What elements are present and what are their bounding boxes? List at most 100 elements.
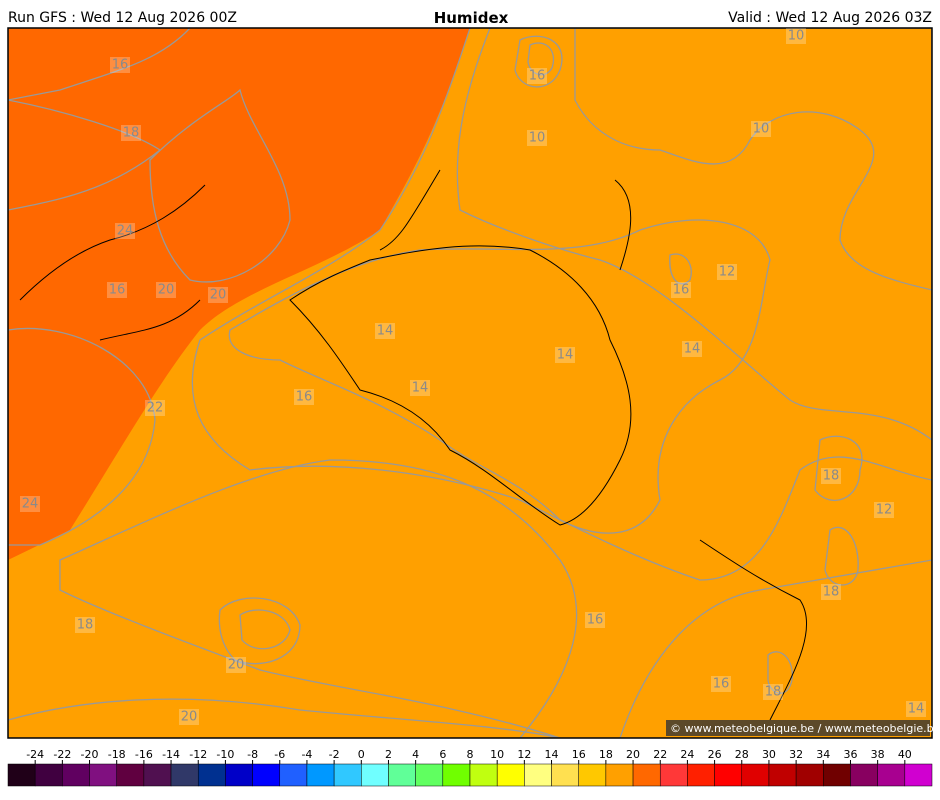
colorbar-label: -14 (162, 748, 180, 761)
colorbar-label: 34 (816, 748, 830, 761)
contour-label: 14 (684, 342, 701, 357)
contour-label-bg (874, 502, 894, 518)
contour-label: 18 (765, 685, 782, 700)
colorbar-label: 12 (517, 748, 531, 761)
colorbar-label: 8 (467, 748, 474, 761)
contour-label-bg (179, 709, 199, 725)
colorbar-swatch (850, 763, 878, 787)
colorbar-swatch (62, 763, 90, 787)
contour-label: 14 (557, 348, 574, 363)
contour-label: 20 (228, 658, 245, 673)
contour-label: 12 (876, 503, 893, 518)
contour-label: 18 (123, 126, 140, 141)
credit-box (666, 720, 930, 736)
contour-label: 10 (529, 131, 546, 146)
colorbar-swatch (116, 763, 145, 787)
map-title: Humidex (434, 9, 509, 27)
colorbar-swatch (904, 763, 933, 787)
contour-label: 16 (673, 283, 690, 298)
colorbar-swatch (333, 763, 362, 787)
colorbar-swatch (306, 763, 335, 787)
contour-label: 20 (210, 288, 227, 303)
colorbar-label: 40 (898, 748, 912, 761)
colorbar-swatch (89, 763, 117, 787)
contour-label-bg (145, 400, 165, 416)
colorbar-swatch (170, 763, 199, 787)
colorbar-swatch (7, 763, 36, 787)
contour-label-bg (375, 323, 395, 339)
contour-label-bg (711, 676, 731, 692)
contour-label-bg (115, 223, 135, 239)
contour-label-bg (763, 684, 783, 700)
contour-label-bg (906, 701, 926, 717)
colorbar-swatch (415, 763, 444, 787)
colorbar-label: -8 (247, 748, 258, 761)
contour-label-bg (110, 57, 130, 73)
contour-label-bg (717, 264, 737, 280)
contour-label: 18 (823, 469, 840, 484)
colorbar-label: -16 (135, 748, 153, 761)
colorbar-swatch (469, 763, 498, 787)
colorbar-swatch (34, 763, 63, 787)
colorbar-label: 10 (490, 748, 504, 761)
contour-label-bg (751, 121, 771, 137)
colorbar-label: 4 (412, 748, 419, 761)
colorbar-swatch (279, 763, 308, 787)
colorbar-swatch (524, 763, 552, 787)
contour-label: 16 (587, 613, 604, 628)
colorbar-label: -22 (53, 748, 71, 761)
contour-label: 24 (22, 497, 39, 512)
colorbar-label: 24 (680, 748, 694, 761)
contour-label-bg (226, 657, 246, 673)
contour-label: 14 (908, 702, 925, 717)
contour-label: 24 (117, 224, 134, 239)
colorbar-label: 0 (358, 748, 365, 761)
contour-label: 16 (112, 58, 129, 73)
contour-label: 16 (296, 390, 313, 405)
contour-label-bg (585, 612, 605, 628)
colorbar-swatch (714, 763, 743, 787)
contour-label: 10 (753, 122, 770, 137)
colorbar-label: -12 (189, 748, 207, 761)
colorbar-swatch (768, 763, 797, 787)
contour-label: 16 (109, 283, 126, 298)
map-body (8, 28, 932, 738)
colorbar-label: -10 (216, 748, 234, 761)
colorbar-swatch (741, 763, 770, 787)
contour-label: 18 (77, 618, 94, 633)
contour-label-bg (156, 282, 176, 298)
colorbar-swatch (442, 763, 471, 787)
credit: © www.meteobelgique.be / www.meteobelgie… (670, 722, 940, 735)
colorbar-label: 22 (653, 748, 667, 761)
colorbar-label: 36 (843, 748, 857, 761)
colorbar-swatch (659, 763, 688, 787)
contour-label-bg (821, 468, 841, 484)
valid-label: Valid : Wed 12 Aug 2026 03Z (728, 10, 932, 26)
colorbar-label: -20 (81, 748, 99, 761)
colorbar-label: 26 (708, 748, 722, 761)
colorbar-label: 18 (599, 748, 613, 761)
contour-label-bg (121, 125, 141, 141)
colorbar-swatch (551, 763, 579, 787)
colorbar-label: 28 (735, 748, 749, 761)
colorbar-swatch (225, 763, 253, 787)
contour-label-bg (555, 347, 575, 363)
colorbar-swatch (877, 763, 906, 787)
colorbar-swatch (687, 763, 715, 787)
contour-label-bg (75, 617, 95, 633)
colorbar-swatch (578, 763, 607, 787)
colorbar-swatch (795, 763, 824, 787)
contour-label-bg (527, 130, 547, 146)
colorbar-label: -6 (274, 748, 285, 761)
colorbar-label: 32 (789, 748, 803, 761)
contour-label-bg (294, 389, 314, 405)
colorbar-swatch (361, 763, 389, 787)
contour-label: 22 (147, 401, 164, 416)
colorbar-label: -24 (26, 748, 44, 761)
contour-label: 18 (823, 585, 840, 600)
contour-label: 14 (377, 324, 394, 339)
colorbar-label: 16 (572, 748, 586, 761)
contour-label-bg (671, 282, 691, 298)
colorbar-label: 38 (871, 748, 885, 761)
